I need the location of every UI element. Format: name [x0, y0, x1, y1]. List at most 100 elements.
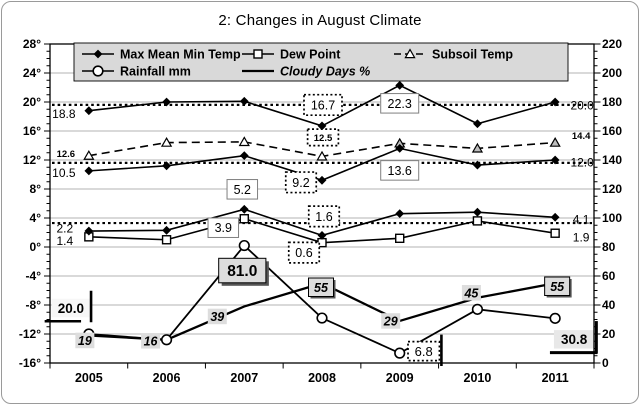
data-label-mean-2011: 12.0 [570, 155, 594, 169]
diamond-marker [162, 161, 171, 171]
diamond-marker [317, 231, 327, 240]
diamond-marker [473, 207, 482, 217]
data-label-rainfall-2011: 30.8 [549, 321, 598, 355]
left-axis-tick-label: 12° [23, 153, 41, 167]
data-label-max-2011: 20.0 [570, 98, 594, 112]
left-axis-tick-label: 4° [30, 211, 42, 225]
label-bg [75, 332, 95, 349]
circle-marker [238, 239, 250, 252]
right-axis-tick-label: 160 [602, 124, 622, 138]
legend: Max Mean Min Temp Dew Point Subsoil Temp Ra… [73, 42, 569, 82]
square-marker [472, 216, 483, 226]
diamond-marker [84, 166, 94, 176]
label-text: 22.3 [388, 97, 412, 111]
triangle-marker [404, 48, 416, 59]
label-bg [218, 257, 267, 284]
label-bg [553, 330, 595, 349]
square-marker [395, 233, 405, 244]
left-axis-tick-label: 24° [23, 66, 41, 80]
diamond-marker [395, 144, 405, 153]
data-label-mean-2008: 9.2 [284, 171, 318, 194]
circle-marker [471, 303, 484, 315]
label-text: 16 [144, 334, 159, 348]
diamond-marker [239, 96, 249, 106]
label-text: 55 [314, 281, 329, 295]
label-bg [306, 128, 340, 147]
data-label-rainfall-2005: 20.0 [44, 290, 93, 323]
right-axis-tick-label: 140 [602, 153, 622, 167]
circle-marker [160, 334, 173, 346]
circle-marker [316, 312, 328, 324]
label-bg [141, 333, 161, 349]
legend-item-max-mean-min-temp: Max Mean Min Temp [82, 48, 241, 62]
data-label-subsoil-2005: 12.6 [57, 149, 76, 160]
label-bg [380, 160, 420, 181]
label-text: 1.9 [573, 231, 590, 245]
label-text: 6.8 [415, 344, 433, 359]
label-text: 16.7 [311, 98, 335, 112]
label-text: 45 [463, 286, 479, 300]
triangle-marker [238, 136, 250, 147]
data-label-cloudy-2009: 29 [381, 313, 401, 329]
label-text: 12.0 [570, 155, 594, 169]
data-label-cloudy-2005: 19 [75, 332, 95, 349]
series-max [84, 80, 560, 131]
data-label-min-2011: 4.1 [573, 213, 590, 227]
data-label-cloudy-2008: 55 [308, 277, 336, 299]
label-text: 12.5 [314, 133, 333, 144]
diamond-marker [550, 155, 560, 165]
label-text: 30.8 [561, 332, 588, 347]
x-axis-year-label: 2008 [308, 371, 336, 385]
label-bg [284, 171, 318, 194]
label-bg [380, 93, 420, 114]
right-axis-tick-label: 60 [602, 269, 616, 283]
x-axis-year-label: 2011 [542, 371, 569, 385]
square-marker [550, 228, 560, 238]
data-label-min-2008: 1.6 [307, 205, 341, 228]
diamond-marker [550, 97, 560, 107]
label-text: 9.2 [292, 176, 309, 190]
right-axis-tick-label: 100 [602, 211, 622, 225]
legend-item-dew-point: Dew Point [242, 48, 341, 62]
label-bg [407, 340, 441, 362]
diamond-marker [162, 97, 171, 107]
triangle-marker [160, 136, 173, 147]
data-label-min-2007: 5.2 [226, 179, 259, 200]
triangle-marker [549, 136, 561, 147]
circle-marker [92, 65, 104, 77]
label-text: 12.6 [57, 149, 76, 160]
label-text: 10.5 [52, 166, 76, 180]
right-axis-tick-label: 120 [602, 182, 622, 196]
x-axis-year-label: 2007 [230, 371, 258, 385]
data-label-max-2008: 16.7 [303, 93, 343, 117]
diamond-marker [93, 49, 103, 59]
label-bg [308, 277, 334, 297]
square-marker [239, 214, 249, 224]
series-mean [84, 144, 560, 185]
label-text: 1.6 [315, 210, 332, 224]
left-axis-tick-label: 0° [30, 240, 42, 254]
data-label-dew-2005: 1.4 [57, 234, 74, 248]
left-axis-tick-label: -12° [19, 327, 41, 341]
diamond-marker [317, 175, 327, 185]
data-label-min-2005: 2.2 [57, 221, 74, 235]
diamond-marker [239, 151, 249, 161]
diamond-marker [84, 106, 94, 116]
data-label-subsoil-2011: 14.4 [572, 131, 591, 142]
diamond-marker [395, 209, 405, 219]
right-axis-tick-label: 80 [602, 240, 616, 254]
left-axis-tick-label: -16° [19, 356, 41, 370]
label-text: 19 [78, 334, 92, 348]
diamond-marker [162, 225, 171, 235]
x-axis-year-label: 2009 [386, 371, 414, 385]
label-bg [226, 179, 259, 200]
label-text: 39 [210, 310, 224, 324]
label-text: 1.4 [57, 234, 74, 248]
left-axis-tick-label: 8° [30, 182, 42, 196]
left-axis-tick-label: 20° [23, 95, 41, 109]
diamond-marker [473, 119, 482, 129]
label-text: 3.9 [215, 221, 232, 235]
legend-label: Rainfall mm [120, 65, 191, 79]
data-label-cloudy-2011: 55 [544, 276, 572, 298]
